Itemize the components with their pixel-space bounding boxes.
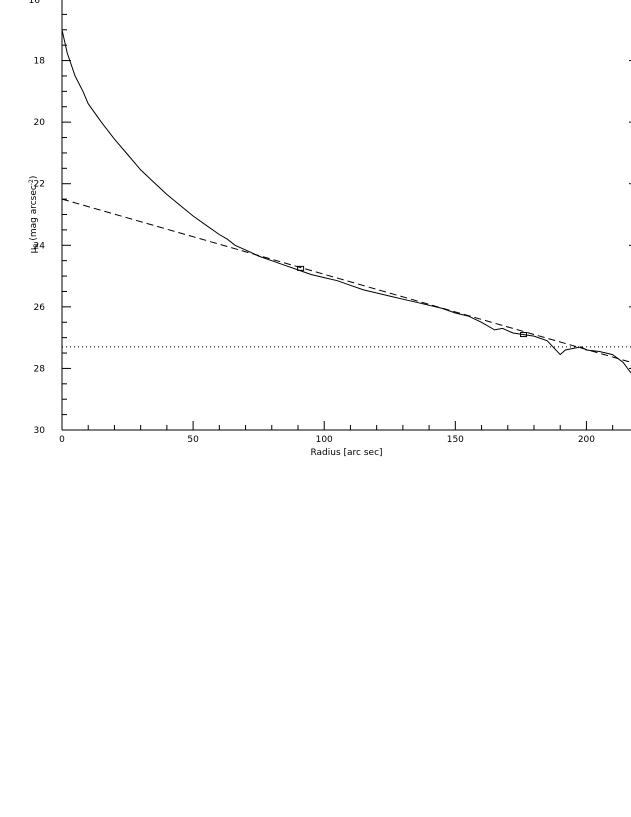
y-tick-label: 28 — [34, 364, 46, 374]
x-tick-label: 0 — [59, 435, 65, 445]
x-axis-title: Radius [arc sec] — [310, 448, 382, 458]
series-line-dashed — [61, 198, 631, 363]
y-axis-title-sub: B — [33, 244, 40, 248]
y-axis-title-rest: (mag arcsec — [29, 185, 39, 243]
y-tick-label: 18 — [34, 57, 46, 67]
marker-layer — [297, 265, 527, 338]
series-layer — [61, 29, 631, 374]
series-line-solid — [61, 29, 631, 374]
data-marker — [297, 265, 305, 271]
y-tick-label-top: 16 — [29, 0, 41, 6]
y-tick-label: 30 — [34, 426, 46, 436]
x-tick-label: 200 — [578, 435, 595, 445]
x-tick-label: 100 — [316, 435, 333, 445]
y-axis-title-main: μ — [29, 247, 39, 253]
y-axis-title-close: ) — [29, 176, 39, 180]
axes: 0 50 100 150 200 18 20 22 24 26 28 30 16 — [29, 0, 631, 445]
y-tick-label: 22 — [34, 180, 45, 190]
y-axis-title-sup: -2 — [28, 179, 35, 185]
y-tick-label: 20 — [34, 118, 46, 128]
y-axis-title: μB (mag arcsec-2) — [28, 176, 40, 254]
data-marker — [519, 332, 527, 338]
x-tick-label: 150 — [447, 435, 464, 445]
y-tick-label: 26 — [34, 303, 46, 313]
x-tick-label: 50 — [187, 435, 199, 445]
y-tick-label: 24 — [34, 241, 46, 251]
